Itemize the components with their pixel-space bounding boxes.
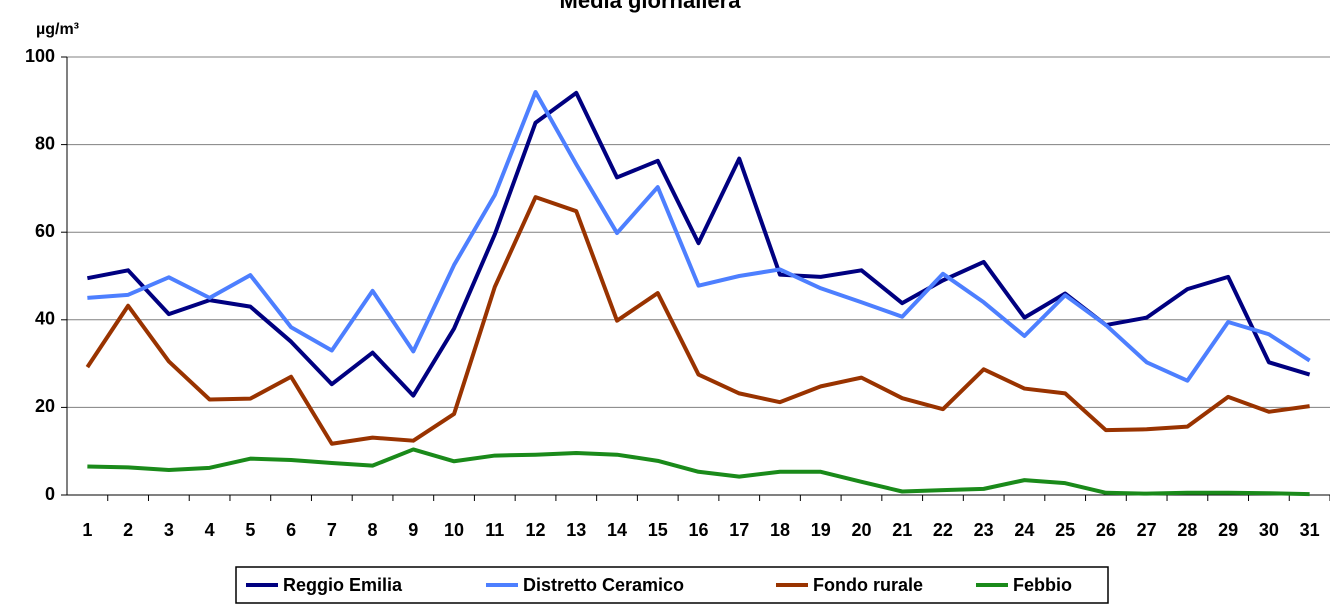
x-tick-label: 19 — [811, 520, 831, 540]
x-tick-label: 22 — [933, 520, 953, 540]
chart-title: Media giornaliera — [560, 0, 742, 13]
x-tick-label: 25 — [1055, 520, 1075, 540]
legend-label: Febbio — [1013, 575, 1072, 595]
x-tick-label: 7 — [327, 520, 337, 540]
x-tick-label: 29 — [1218, 520, 1238, 540]
x-tick-label: 21 — [892, 520, 912, 540]
x-tick-label: 27 — [1137, 520, 1157, 540]
x-tick-label: 3 — [164, 520, 174, 540]
x-tick-label: 31 — [1300, 520, 1320, 540]
series-line — [86, 90, 1311, 398]
x-tick-label: 2 — [123, 520, 133, 540]
x-tick-label: 12 — [526, 520, 546, 540]
series-line — [87, 90, 1311, 383]
y-tick-label: 80 — [35, 133, 55, 153]
y-axis-label: µg/m³ — [36, 21, 79, 38]
y-tick-label: 20 — [35, 396, 55, 416]
x-tick-label: 28 — [1177, 520, 1197, 540]
x-tick-label: 18 — [770, 520, 790, 540]
legend-box — [235, 566, 1109, 604]
x-tick-label: 23 — [974, 520, 994, 540]
x-tick-label: 17 — [729, 520, 749, 540]
x-tick-label: 8 — [368, 520, 378, 540]
legend-label: Distretto Ceramico — [523, 575, 684, 595]
x-tick-label: 24 — [1014, 520, 1034, 540]
x-tick-label: 13 — [566, 520, 586, 540]
x-tick-label: 6 — [286, 520, 296, 540]
x-tick-label: 20 — [851, 520, 871, 540]
y-tick-label: 0 — [45, 484, 55, 504]
legend-label: Fondo rurale — [813, 575, 923, 595]
x-tick-label: 16 — [688, 520, 708, 540]
x-tick-label: 26 — [1096, 520, 1116, 540]
x-tick-label: 9 — [408, 520, 418, 540]
y-tick-label: 60 — [35, 221, 55, 241]
series-line — [85, 195, 1310, 446]
x-tick-label: 11 — [485, 520, 504, 540]
x-tick-label: 5 — [245, 520, 255, 540]
legend-label: Reggio Emilia — [283, 575, 403, 595]
x-tick-label: 10 — [444, 520, 464, 540]
x-tick-label: 30 — [1259, 520, 1279, 540]
y-tick-label: 100 — [25, 46, 55, 66]
x-tick-label: 15 — [648, 520, 668, 540]
y-tick-label: 40 — [35, 309, 55, 329]
x-tick-label: 14 — [607, 520, 627, 540]
series-line — [87, 447, 1310, 497]
x-tick-label: 4 — [205, 520, 215, 540]
x-tick-label: 1 — [82, 520, 92, 540]
